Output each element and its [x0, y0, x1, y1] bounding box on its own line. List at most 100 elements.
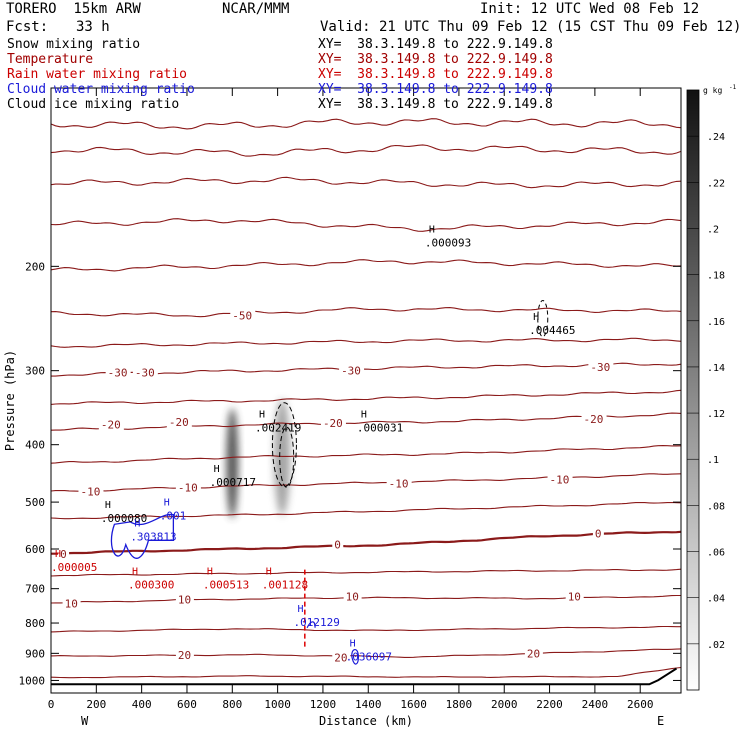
snow-max-marker: H — [429, 224, 435, 235]
snow-max-value: .000080 — [101, 512, 147, 525]
colorbar-tick-label: .02 — [707, 640, 725, 651]
label-bg — [332, 538, 344, 551]
model-title: TORERO 15km ARW — [6, 1, 141, 17]
temperature-label: -30 — [341, 365, 361, 378]
temperature-label: 20 — [334, 652, 347, 665]
snow-max-value: .004465 — [529, 324, 575, 337]
east-label: E — [657, 714, 664, 728]
contour-labels: -50 -30 -30 -30 -30 -20 -20 -20 -20 -10 -10 -10 -10 0… — [51, 224, 614, 665]
temperature-contour-line — [50, 473, 682, 492]
y-tick-label: 400 — [25, 439, 45, 452]
temperature-label: -30 — [135, 366, 155, 379]
rain-max-marker: H — [266, 567, 272, 578]
label-bg — [547, 473, 573, 486]
west-label: W — [81, 714, 89, 728]
snow-contour-east — [537, 300, 549, 338]
temperature-label: 10 — [568, 591, 581, 604]
temperature-contours — [50, 118, 682, 686]
label-bg — [588, 361, 614, 374]
temperature-label: -30 — [108, 366, 128, 379]
legend-snow: Snow mixing ratio — [7, 37, 141, 52]
x-tick-label: 0 — [48, 698, 55, 711]
label-bg — [98, 418, 124, 431]
temperature-contour-line — [50, 118, 682, 130]
snow-shade-core-east — [274, 399, 291, 516]
cloud-water-contour-mid — [306, 621, 316, 629]
mixing-ratio-contours — [110, 300, 549, 665]
legend-cloud-water: Cloud water mixing ratio — [7, 82, 195, 97]
x-tick-label: 1600 — [400, 698, 427, 711]
cloud-water-max-value: .001 — [160, 510, 187, 523]
x-tick-label: 2000 — [491, 698, 518, 711]
label-bg — [105, 366, 131, 379]
cloud-water-max-marker: H — [164, 498, 170, 509]
y-tick-label: 500 — [25, 496, 45, 509]
temperature-label: -10 — [550, 474, 570, 487]
rain-max-value: .000005 — [51, 561, 97, 574]
temperature-label: -20 — [169, 416, 189, 429]
legend-cloud-ice-xy: XY= 38.3.149.8 to 222.9.149.8 — [318, 97, 553, 112]
snow-contour — [271, 402, 297, 488]
x-tick-label: 600 — [177, 698, 197, 711]
label-bg — [343, 590, 362, 603]
legend-rain-xy: XY= 38.3.149.8 to 222.9.149.8 — [318, 67, 553, 82]
terrain-line — [51, 667, 678, 686]
y-tick-label: 900 — [25, 647, 45, 660]
x-tick-label: 1200 — [310, 698, 337, 711]
snow-max-marker: H — [259, 409, 265, 420]
temperature-label: -30 — [590, 361, 610, 374]
x-tick-label: 1400 — [355, 698, 382, 711]
colorbar-unit-exponent: -1 — [729, 84, 737, 91]
temperature-label: 0 — [60, 548, 67, 561]
temperature-label: 20 — [527, 647, 540, 660]
rain-max-value: .000513 — [203, 579, 249, 592]
snow-max-value: .000717 — [210, 476, 256, 489]
snow-max-value: .000031 — [357, 421, 403, 434]
temperature-label: -20 — [584, 413, 604, 426]
colorbar-tick-label: .14 — [707, 363, 725, 374]
temperature-label: 0 — [595, 528, 602, 541]
snow-contour-inner — [279, 426, 295, 488]
valid-time: Valid: 21 UTC Thu 09 Feb 12 (15 CST Thu … — [320, 19, 740, 35]
label-bg — [175, 648, 194, 661]
cloud-water-max-value: .303813 — [130, 530, 176, 543]
x-tick-label: 1000 — [264, 698, 291, 711]
legend-temperature-xy: XY= 38.3.149.8 to 222.9.149.8 — [318, 52, 553, 67]
label-bg — [386, 477, 412, 490]
legend-cloud-water-xy: XY= 38.3.149.8 to 222.9.149.8 — [318, 82, 553, 97]
label-bg — [78, 485, 104, 498]
organization-label: NCAR/MMM — [222, 1, 290, 17]
label-bg — [339, 364, 365, 377]
temperature-label: -20 — [323, 417, 343, 430]
colorbar-tick-label: .06 — [707, 548, 725, 559]
colorbar-tick-label: .16 — [707, 317, 725, 328]
cloud-water-contour — [110, 513, 175, 559]
snow-max-marker: H — [361, 409, 367, 420]
x-tick-label: 2400 — [582, 698, 609, 711]
cloud-water-contour-low — [351, 649, 360, 665]
temperature-contour-line — [50, 568, 682, 577]
temperature-contour-line — [50, 389, 682, 405]
temperature-label: 0 — [334, 539, 341, 552]
rain-max-value: .000300 — [128, 579, 174, 592]
temperature-label: 20 — [178, 649, 191, 662]
temperature-label: -10 — [389, 477, 409, 490]
temperature-contour-line — [50, 594, 681, 604]
rain-max-marker: H — [207, 567, 213, 578]
cloud-water-max-marker: H — [297, 604, 303, 615]
forecast-hours: 33 h — [76, 19, 110, 35]
legend-rain: Rain water mixing ratio — [7, 67, 188, 82]
temperature-contour-line — [50, 445, 682, 464]
y-tick-label: 1000 — [19, 674, 46, 687]
label-bg — [132, 366, 158, 379]
temperature-label: -10 — [80, 486, 100, 499]
y-tick-label: 700 — [25, 583, 45, 596]
legend-snow-xy: XY= 38.3.149.8 to 222.9.149.8 — [318, 37, 553, 52]
snow-max-value: .000093 — [425, 236, 471, 249]
snow-max-marker: H — [105, 500, 111, 511]
plot-frame — [50, 87, 682, 694]
colorbar-tick-label: .18 — [707, 271, 725, 282]
init-time: Init: 12 UTC Wed 08 Feb 12 — [480, 1, 700, 17]
temperature-contour-line — [50, 307, 682, 318]
colorbar-tick-label: .22 — [707, 178, 725, 189]
